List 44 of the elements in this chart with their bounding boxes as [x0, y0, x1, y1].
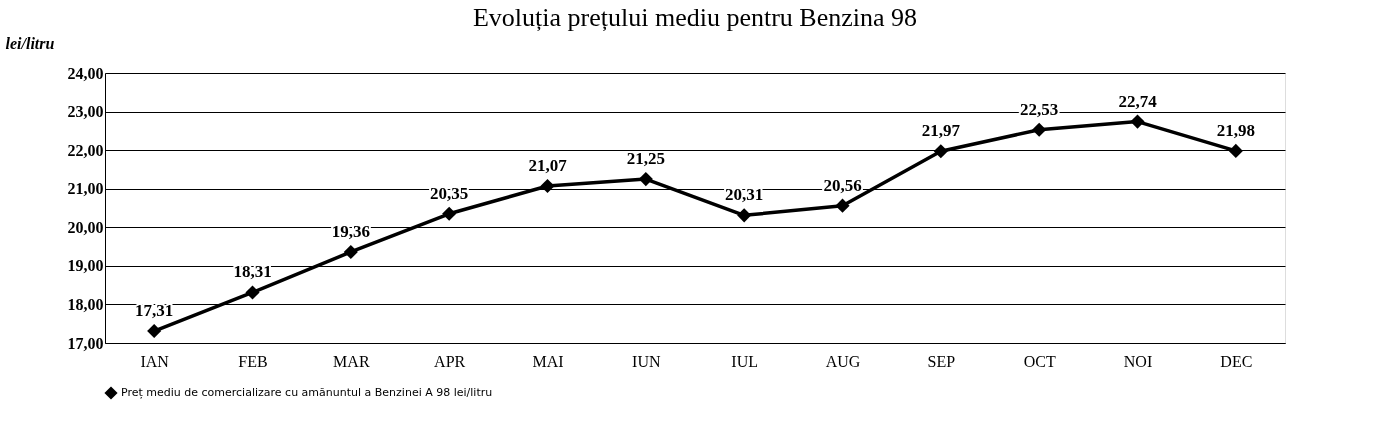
- x-tick-label: SEP: [927, 352, 956, 370]
- data-label: 18,31: [233, 262, 272, 282]
- y-tick-label: 20,00: [67, 218, 104, 236]
- data-label: 20,31: [725, 185, 764, 205]
- point: [933, 144, 948, 159]
- y-axis-title: lei/litru: [5, 34, 55, 52]
- point: [245, 285, 260, 300]
- data-label: 21,97: [921, 121, 961, 141]
- x-tick-label: MAI: [532, 352, 564, 370]
- x-tick-label: NOI: [1123, 352, 1153, 370]
- x-tick-label: IUL: [731, 352, 758, 370]
- point: [737, 208, 752, 223]
- y-tick-label: 22,00: [67, 141, 104, 159]
- point: [1228, 143, 1243, 158]
- point: [540, 178, 555, 194]
- point: [1032, 122, 1047, 137]
- y-tick-label: 18,00: [67, 295, 104, 313]
- y-tick-label: 17,00: [67, 334, 104, 352]
- point: [1130, 114, 1145, 129]
- x-tick-label: IAN: [140, 352, 170, 370]
- x-tick-label: DEC: [1220, 352, 1253, 370]
- x-tick-label: AUG: [825, 352, 861, 370]
- y-tick-label: 24,00: [67, 64, 104, 82]
- data-label: 21,98: [1216, 120, 1255, 140]
- y-tick-label: 19,00: [67, 257, 104, 275]
- point: [343, 244, 358, 260]
- data-label: 17,31: [135, 301, 174, 321]
- x-tick-label: APR: [434, 352, 466, 370]
- point: [638, 172, 653, 187]
- x-tick-label: FEB: [238, 352, 268, 370]
- data-label: 21,07: [528, 156, 568, 176]
- x-tick-label: IUN: [632, 352, 661, 370]
- chart-title: Evoluția prețului mediu pentru Benzina 98: [472, 3, 918, 32]
- legend-label: Preț mediu de comercializare cu amănuntul a Benzinei A 98 lei/litru: [121, 386, 493, 399]
- y-tick-label: 23,00: [67, 103, 104, 121]
- y-tick-label: 21,00: [67, 180, 104, 198]
- point: [147, 323, 162, 339]
- point: [442, 206, 457, 221]
- data-label: 19,36: [331, 221, 370, 241]
- data-label: 21,25: [626, 149, 665, 169]
- data-label: 22,74: [1118, 91, 1158, 111]
- x-tick-label: OCT: [1023, 352, 1056, 370]
- point: [835, 198, 850, 213]
- x-tick-label: MAR: [333, 352, 370, 370]
